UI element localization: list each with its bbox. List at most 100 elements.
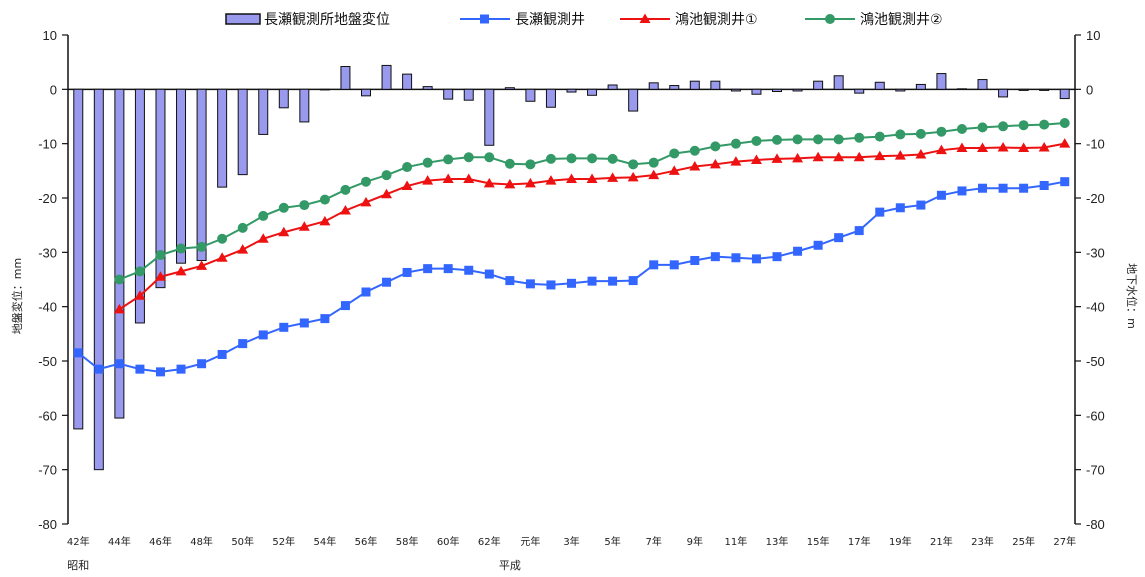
point-triangle (1018, 142, 1030, 153)
line-series-1 (113, 138, 1071, 314)
point-triangle (709, 158, 721, 169)
right-tick-label: -70 (1086, 463, 1105, 478)
point-square (135, 364, 145, 374)
point-circle (648, 157, 659, 168)
bar (874, 81, 885, 90)
legend-label-bar: 長瀬観測所地盤変位 (264, 11, 390, 28)
bar (278, 88, 289, 109)
x-tick-label: 56年 (355, 535, 378, 548)
point-square (94, 364, 104, 374)
bar (545, 88, 556, 108)
point-circle (258, 210, 269, 221)
point-circle (813, 134, 824, 145)
bar (237, 88, 248, 176)
point-triangle (997, 141, 1009, 152)
bar (422, 86, 433, 90)
point-triangle (977, 142, 989, 153)
point-triangle (278, 226, 290, 237)
x-tick-label: 17年 (848, 535, 871, 548)
point-circle (422, 157, 433, 168)
point-square (361, 287, 371, 297)
x-tick-label: 15年 (807, 535, 830, 548)
point-circle (319, 194, 330, 205)
point-circle (1059, 118, 1070, 129)
point-circle (689, 145, 700, 156)
bar (73, 88, 84, 430)
bar (525, 88, 536, 102)
bar (258, 88, 269, 135)
point-square (690, 255, 700, 265)
point-circle (278, 202, 289, 213)
point-triangle (319, 215, 331, 226)
point-square (608, 276, 618, 286)
x-tick-label: 27年 (1053, 535, 1076, 548)
point-square (772, 252, 782, 262)
left-axis-title: 地盤変位：mm (10, 258, 24, 334)
left-tick-label: -80 (38, 517, 57, 532)
point-square (875, 207, 885, 217)
point-triangle (504, 178, 516, 189)
bar (319, 88, 330, 91)
point-circle (895, 129, 906, 140)
point-square (669, 260, 679, 270)
x-tick-label: 48年 (190, 535, 213, 548)
bar (751, 88, 762, 95)
legend-label-konoike-well-2: 鴻池観測井② (860, 11, 943, 28)
point-circle (299, 200, 310, 211)
legend-item-konoike-well-1: 鴻池観測井① (620, 11, 758, 28)
bar (669, 85, 680, 90)
x-axis-ticks: 42年 44年 46年 48年 50年 52年 54年 56年 58年 60年 62年 元年 3年 5年 7… (67, 535, 1076, 548)
legend: 長瀬観測所地盤変位 長瀬観測井 鴻池観測井① 鴻池観測井② (225, 11, 943, 28)
point-circle (237, 222, 248, 233)
point-triangle (483, 177, 495, 188)
point-circle (628, 159, 639, 170)
point-triangle (874, 150, 886, 161)
point-circle (669, 148, 680, 159)
point-triangle (730, 156, 742, 166)
bar (648, 82, 659, 90)
x-tick-label: 21年 (930, 535, 953, 548)
line-series-0 (73, 177, 1070, 377)
right-tick-label: -60 (1086, 408, 1105, 423)
bar (484, 88, 495, 146)
point-triangle (771, 153, 783, 163)
bar (792, 88, 803, 92)
axes-layer (67, 35, 1076, 524)
x-tick-label: 元年 (520, 535, 540, 548)
legend-label-konoike-well-1: 鴻池観測井① (675, 11, 758, 28)
x-tick-label: 60年 (437, 535, 460, 548)
bar (998, 88, 1009, 98)
legend-item-konoike-well-2: 鴻池観測井② (805, 11, 943, 28)
left-tick-label: 10 (43, 28, 57, 43)
point-circle (956, 123, 967, 134)
point-square (464, 265, 474, 275)
point-triangle (422, 175, 434, 185)
point-circle (360, 176, 371, 187)
point-triangle (216, 252, 228, 262)
legend-label-nagase-well: 長瀬観測井 (515, 11, 585, 28)
bar (443, 88, 454, 100)
point-square (155, 367, 165, 377)
point-square (382, 277, 392, 287)
right-tick-label: 0 (1086, 82, 1093, 97)
point-square (567, 278, 576, 288)
point-triangle (298, 221, 310, 231)
legend-item-nagase-well: 長瀬観測井 (460, 11, 585, 28)
point-square (916, 200, 926, 210)
point-square (505, 276, 515, 286)
x-tick-label: 62年 (478, 535, 501, 548)
point-square (710, 252, 720, 262)
point-triangle (648, 169, 660, 180)
point-triangle (853, 151, 865, 162)
point-triangle (257, 233, 269, 243)
point-circle (730, 138, 741, 149)
bar (915, 83, 926, 90)
x-tick-label: 9年 (687, 535, 703, 548)
point-circle (525, 159, 536, 170)
point-triangle (237, 244, 249, 254)
x-tick-label: 13年 (766, 535, 789, 548)
point-square (217, 349, 227, 359)
bar (689, 80, 700, 90)
series-line (77, 180, 1065, 373)
